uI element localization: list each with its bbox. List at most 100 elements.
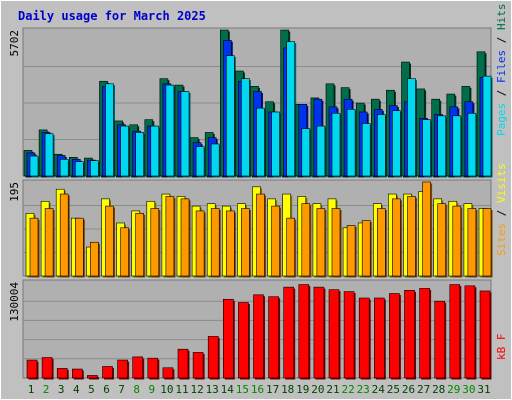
day-label: 12	[190, 383, 203, 396]
sites-bar	[241, 208, 250, 277]
pages-bar	[44, 133, 54, 177]
pages-bar	[331, 112, 341, 177]
sites-bar	[150, 208, 160, 277]
sites-bar	[271, 205, 280, 277]
day-label: 31	[477, 383, 490, 396]
sites-bar	[29, 217, 39, 277]
pages-bar	[165, 84, 175, 177]
kbytes-max-label: 130004	[8, 282, 21, 322]
pages-bar	[90, 160, 99, 177]
pages-bar	[120, 125, 129, 177]
sites-bar	[226, 210, 235, 277]
day-label: 19	[296, 383, 309, 396]
kbytes-bar	[56, 368, 68, 379]
visits-legend: Sites / Visits	[495, 163, 508, 256]
kbytes-legend: kB F	[495, 334, 508, 361]
kbytes-bar	[132, 356, 143, 379]
sites-bar	[195, 210, 205, 277]
day-label: 4	[73, 383, 80, 396]
kbytes-bar	[26, 359, 38, 379]
sites-bar	[392, 198, 401, 277]
kbytes-bar	[162, 367, 174, 379]
kbytes-bar	[147, 357, 159, 379]
kbytes-bar	[464, 285, 476, 379]
day-label: 1	[28, 383, 35, 396]
pages-bar	[271, 111, 280, 177]
day-label: 29	[447, 383, 460, 396]
hits-max-label: 5702	[8, 30, 21, 57]
sites-bar	[301, 203, 311, 277]
kbytes-bar	[192, 352, 204, 379]
kbytes-bar	[298, 284, 310, 379]
sites-bar	[346, 225, 356, 277]
pages-bar	[105, 83, 114, 177]
pages-bar	[150, 125, 160, 177]
day-label: 20	[311, 383, 324, 396]
day-label: 10	[160, 383, 173, 396]
kbytes-bar	[389, 293, 400, 379]
pages-bar	[407, 78, 416, 177]
kbytes-bar	[223, 298, 234, 379]
sites-bar	[120, 227, 129, 277]
pages-bar	[29, 155, 39, 177]
sites-bar	[44, 208, 54, 277]
visits-max-label: 195	[8, 182, 21, 202]
pages-bar	[376, 114, 386, 177]
kbytes-bar	[117, 359, 128, 379]
pages-bar	[59, 159, 69, 177]
pages-bar	[361, 123, 371, 177]
bars-layer	[23, 29, 493, 380]
kbytes-bar	[373, 297, 385, 379]
kbytes-bar	[238, 302, 249, 379]
hits-legend: Pages / Files / Hits	[495, 4, 508, 137]
day-label: 22	[341, 383, 354, 396]
pages-bar	[241, 78, 250, 177]
sites-bar	[59, 193, 69, 277]
sites-bar	[482, 208, 492, 277]
day-label: 3	[58, 383, 65, 396]
day-label: 5	[88, 383, 95, 396]
kbytes-bar	[41, 357, 53, 379]
sites-bar	[256, 193, 265, 277]
pages-bar	[180, 91, 190, 177]
day-label: 30	[462, 383, 475, 396]
kbytes-bar	[268, 296, 279, 379]
day-label: 23	[357, 383, 370, 396]
sites-bar	[467, 208, 477, 277]
pages-bar	[467, 112, 477, 177]
day-label: 15	[236, 383, 249, 396]
pages-bar	[135, 132, 144, 177]
day-label: 21	[326, 383, 339, 396]
sites-bar	[90, 241, 99, 277]
pages-bar	[75, 161, 84, 177]
kbytes-bar	[419, 288, 430, 379]
kbytes-bar	[328, 289, 340, 379]
pages-bar	[210, 143, 220, 177]
pages-bar	[195, 146, 205, 177]
day-label: 17	[266, 383, 279, 396]
day-label: 8	[133, 383, 140, 396]
day-label: 7	[118, 383, 125, 396]
sites-bar	[210, 208, 220, 277]
day-label: 13	[206, 383, 219, 396]
kbytes-bar	[87, 375, 98, 379]
kbytes-bar	[253, 294, 264, 379]
pages-bar	[286, 41, 296, 177]
day-label: 24	[372, 383, 386, 396]
pages-bar	[226, 55, 235, 177]
pages-bar	[452, 115, 462, 177]
kbytes-bar	[434, 300, 446, 379]
kbytes-bar	[313, 286, 325, 379]
sites-bar	[361, 220, 371, 277]
pages-bar	[437, 115, 447, 177]
day-label: 25	[387, 383, 400, 396]
sites-bar	[75, 217, 84, 277]
sites-bar	[437, 203, 447, 277]
day-label: 28	[432, 383, 445, 396]
kbytes-bar	[72, 368, 83, 379]
sites-bar	[331, 208, 341, 277]
kbytes-bar	[479, 290, 491, 379]
day-label: 18	[281, 383, 294, 396]
